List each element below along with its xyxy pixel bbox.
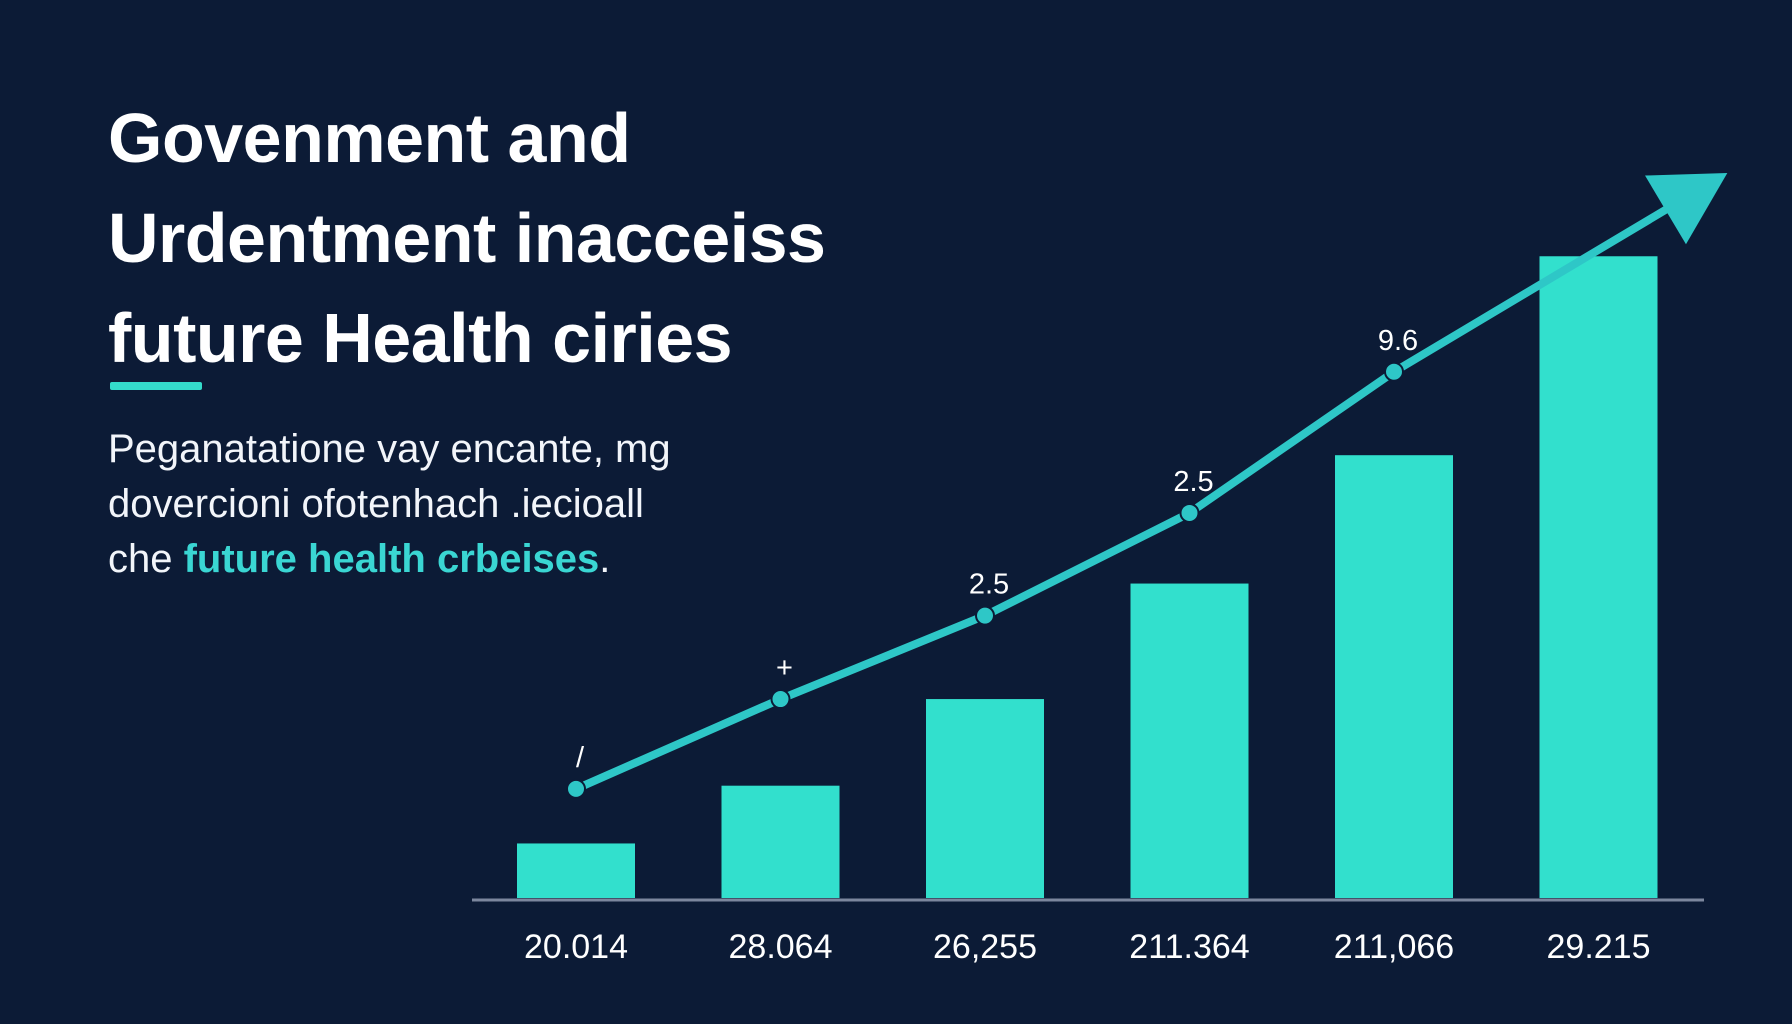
subtitle-line-3-suffix: . [599, 537, 611, 581]
trend-point-label: 2.5 [969, 569, 1009, 601]
trend-point-label: + [776, 652, 793, 684]
subtitle-line-1: Peganatatione vay encante, mg [108, 427, 671, 471]
bar-3 [926, 699, 1044, 898]
bar-2 [721, 785, 840, 898]
x-tick-label: 28.064 [729, 928, 833, 966]
bar-5 [1335, 455, 1453, 898]
trend-point-label: / [576, 742, 585, 774]
subtitle-line-2: dovercioni ofotenhach .iecioall [108, 482, 644, 526]
subtitle-line-3: che future health crbeises. [108, 532, 868, 587]
trend-point [566, 778, 586, 799]
trend-arrow-icon [1645, 173, 1728, 245]
title-line-3: future Health ciries [108, 299, 733, 377]
x-tick-label: 211,066 [1334, 928, 1454, 966]
x-tick-label: 29.215 [1547, 928, 1651, 966]
accent-divider [110, 382, 202, 390]
x-tick-label: 20.014 [524, 928, 628, 966]
subtitle-highlight: future health crbeises [183, 537, 600, 581]
bar-1 [517, 843, 635, 898]
title-line-1: Govenment and [108, 99, 631, 177]
trend-point-label: 2.5 [1173, 466, 1213, 498]
trend-point-label: 9.6 [1378, 325, 1418, 357]
x-tick-label: 211.364 [1129, 928, 1249, 966]
subtitle: Peganatatione vay encante, mg dovercioni… [108, 422, 868, 587]
trend-point [975, 605, 995, 626]
trend-point [1179, 502, 1200, 523]
x-tick-label: 26,255 [933, 928, 1037, 966]
trend-line [572, 194, 1689, 793]
title-line-2: Urdentment inacceiss [108, 199, 826, 277]
bar-4 [1130, 583, 1249, 898]
trend-point [1384, 361, 1404, 382]
bar-6 [1539, 256, 1658, 898]
subtitle-line-3-prefix: che [108, 537, 184, 581]
page-title: Govenment and Urdentment inacceiss futur… [108, 88, 1068, 388]
trend-point [770, 689, 791, 710]
